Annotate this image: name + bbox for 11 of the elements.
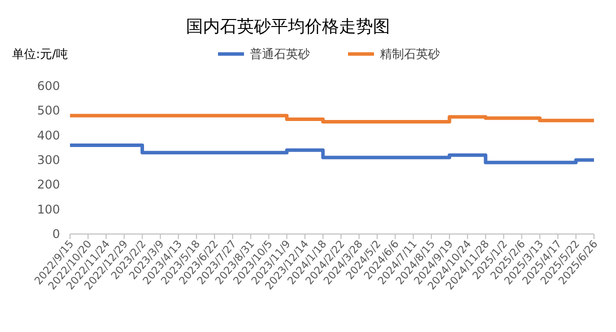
- y-tick-label: 400: [37, 128, 60, 142]
- y-tick-label: 0: [52, 227, 60, 241]
- y-axis-title: 单位:元/吨: [12, 47, 68, 61]
- chart-title: 国内石英砂平均价格走势图: [186, 17, 390, 37]
- legend-label: 精制石英砂: [380, 47, 440, 61]
- y-tick-label: 100: [37, 202, 60, 216]
- y-tick-label: 600: [37, 79, 60, 93]
- y-tick-label: 300: [37, 153, 60, 167]
- y-tick-label: 200: [37, 178, 60, 192]
- legend-label: 普通石英砂: [250, 47, 310, 61]
- y-tick-label: 500: [37, 104, 60, 118]
